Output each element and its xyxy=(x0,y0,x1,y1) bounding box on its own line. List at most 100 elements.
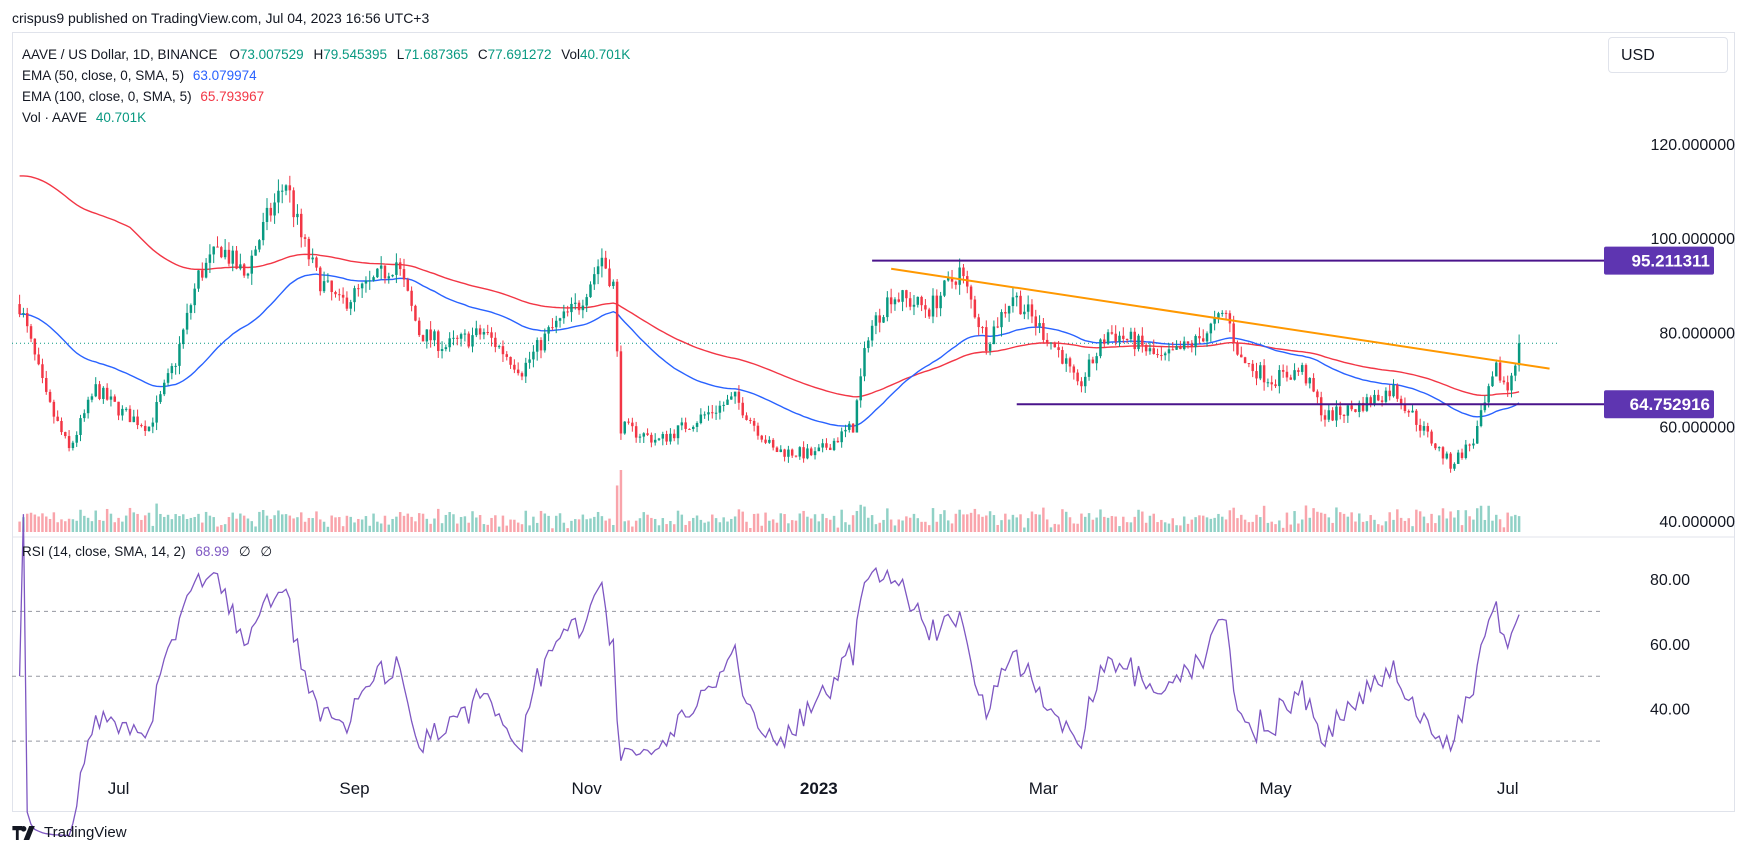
volume-legend-row[interactable]: Vol · AAVE 40.701K xyxy=(22,107,630,128)
volume-bar xyxy=(1468,516,1471,532)
candle-body xyxy=(1453,463,1456,469)
volume-bar xyxy=(1437,515,1441,532)
candle-body xyxy=(288,185,292,191)
candle-body xyxy=(870,325,874,341)
volume-bar xyxy=(353,522,356,532)
candle-body xyxy=(1399,398,1403,404)
symbol-name[interactable]: AAVE / US Dollar, 1D, BINANCE xyxy=(22,47,218,62)
candle-body xyxy=(296,213,299,218)
candle-body xyxy=(825,443,828,448)
candle-body xyxy=(1403,403,1407,411)
candle-body xyxy=(547,327,550,334)
candle-body xyxy=(1133,331,1136,350)
volume-bar xyxy=(1004,513,1007,532)
volume-bar xyxy=(75,520,78,532)
volume-bar xyxy=(1392,519,1395,532)
candle-body xyxy=(1304,365,1308,384)
candle-body xyxy=(1057,347,1060,351)
volume-bar xyxy=(170,519,174,532)
candle-body xyxy=(1514,365,1517,376)
candle-body xyxy=(1099,339,1102,357)
level-price-tag-label: 95.211311 xyxy=(1632,252,1710,271)
volume-bar xyxy=(37,516,40,532)
candle-body xyxy=(638,436,642,438)
volume-bar xyxy=(775,522,779,532)
volume-bar xyxy=(94,510,97,532)
candle-body xyxy=(1194,336,1197,348)
volume-bar xyxy=(867,517,870,532)
candle-body xyxy=(1396,384,1399,399)
volume-bar xyxy=(1011,514,1015,532)
candle-body xyxy=(1190,343,1194,348)
candle-body xyxy=(771,439,775,448)
candle-body xyxy=(372,277,375,281)
volume-bar xyxy=(1156,522,1159,532)
volume-bar xyxy=(1510,516,1513,532)
candle-body xyxy=(143,425,147,431)
volume-bar xyxy=(1304,505,1308,532)
volume-bar xyxy=(848,524,851,532)
volume-bar xyxy=(1053,523,1057,532)
volume-bar xyxy=(296,517,299,532)
candle-body xyxy=(1068,358,1072,367)
volume-bar xyxy=(535,522,539,532)
volume-bar xyxy=(357,518,360,532)
rsi-label: RSI (14, close, SMA, 14, 2) xyxy=(22,544,186,559)
volume-bar xyxy=(1091,519,1095,532)
volume-bar xyxy=(280,514,284,532)
volume-bar xyxy=(1434,523,1437,532)
volume-bar xyxy=(1342,513,1346,532)
volume-bar xyxy=(48,518,52,532)
volume-bar xyxy=(574,519,577,532)
volume-bar xyxy=(258,511,261,532)
ema50-legend-row[interactable]: EMA (50, close, 0, SMA, 5) 63.079974 xyxy=(22,65,630,86)
candle-body xyxy=(208,254,212,263)
volume-bar xyxy=(29,512,33,532)
candle-body xyxy=(684,422,687,429)
candle-body xyxy=(790,449,794,456)
volume-bar xyxy=(1514,514,1517,532)
volume-bar xyxy=(627,520,630,532)
volume-bar xyxy=(315,511,318,532)
symbol-legend-row[interactable]: AAVE / US Dollar, 1D, BINANCE O73.007529… xyxy=(22,44,630,65)
footer-branding[interactable]: TradingView xyxy=(12,824,127,841)
candle-body xyxy=(554,320,558,328)
volume-bar xyxy=(924,521,927,532)
candle-body xyxy=(246,273,250,276)
ema100-legend-row[interactable]: EMA (100, close, 0, SMA, 5) 65.793967 xyxy=(22,86,630,107)
candle-body xyxy=(128,408,132,423)
volume-bar xyxy=(300,512,303,532)
candle-body xyxy=(398,262,402,270)
rsi-legend[interactable]: RSI (14, close, SMA, 14, 2) 68.99 ∅ ∅ xyxy=(22,544,272,560)
candle-body xyxy=(817,447,821,452)
candle-body xyxy=(946,277,950,281)
candle-body xyxy=(1426,426,1430,432)
currency-button[interactable]: USD xyxy=(1608,37,1728,73)
volume-bar xyxy=(1396,509,1399,532)
candle-body xyxy=(353,288,356,303)
volume-bar xyxy=(174,514,177,532)
volume-bar xyxy=(1316,511,1319,532)
volume-bar xyxy=(783,514,786,532)
volume-bar xyxy=(642,512,646,532)
candle-body xyxy=(832,440,836,451)
volume-bar xyxy=(265,515,269,532)
volume-bar xyxy=(870,515,874,532)
volume-bar xyxy=(551,528,554,532)
candle-body xyxy=(634,426,638,438)
candle-body xyxy=(52,401,56,417)
volume-bar xyxy=(330,515,333,532)
volume-bar xyxy=(1415,509,1418,532)
volume-bar xyxy=(889,519,893,532)
candle-body xyxy=(349,302,352,309)
candle-body xyxy=(345,297,349,309)
volume-bar xyxy=(18,521,21,532)
volume-bar xyxy=(1517,516,1521,532)
candle-body xyxy=(1224,312,1228,314)
volume-bar xyxy=(581,514,585,532)
candle-body xyxy=(1053,342,1057,348)
volume-bar xyxy=(254,526,257,532)
volume-bar xyxy=(1141,511,1144,532)
candle-body xyxy=(1201,338,1205,342)
